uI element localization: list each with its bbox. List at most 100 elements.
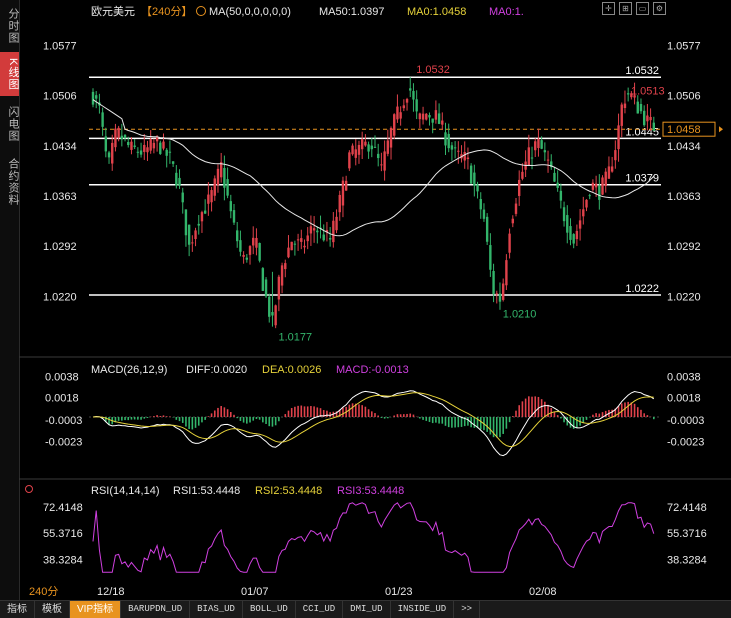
candle-body [332,220,335,243]
sidebar: 分时图 K线图闪电图合约资料 [0,0,20,600]
crosshair-icon[interactable]: ✛ [602,2,615,15]
level-label: 1.0222 [625,283,659,295]
candle-body [630,93,633,98]
macd-dea-line [92,392,654,447]
candle-body [393,114,396,136]
indicator-tab-1[interactable]: 模板 [35,601,70,618]
candle-body [434,110,438,120]
candle-body [111,142,114,164]
candle-body [566,215,569,233]
candle-body [511,218,514,224]
candle-body [594,183,598,188]
indicator-tab-9[interactable]: >> [454,601,480,618]
candle-body [569,226,572,240]
candle-body [636,101,639,114]
candle-body [203,210,207,214]
sidebar-tab-0[interactable]: 分时图 [7,8,19,44]
candle-body [479,199,482,210]
low-annotation: 1.0177 [278,332,312,344]
candle-body [171,161,175,164]
candle-body [357,144,361,155]
candle-body [354,149,357,158]
price-tick-right: 1.0434 [667,141,701,153]
candle-body [386,140,390,154]
indicator-tabbar: 指标 模板 VIP指标 BARUPDN_UD BIAS_UD BOLL_UD CCI_UD D… [0,600,731,618]
rsi-line [92,502,655,573]
candle-body [290,241,293,251]
zoom-icon[interactable]: ⊞ [619,2,632,15]
candle-body [261,268,265,291]
price-tick-right: 1.0363 [667,191,701,203]
sidebar-tab-3[interactable]: 合约资料 [7,158,19,206]
candle-body [162,141,165,149]
candle-body [527,147,531,166]
candle-body [476,184,479,192]
macd-tick-right: -0.0023 [667,437,704,449]
macd-tick-left: -0.0003 [45,415,82,427]
price-tick-right: 1.0220 [667,291,701,303]
candle-body [207,194,210,204]
candle-body [501,283,505,300]
candle-body [550,161,553,168]
macd-tick-left: -0.0023 [45,437,82,449]
candle-body [268,296,271,317]
candle-body [364,141,367,146]
candle-body [187,224,191,245]
price-tick-left: 1.0220 [43,291,77,303]
candle-body [521,171,524,179]
candle-body [139,150,143,155]
indicator-tab-4[interactable]: BIAS_UD [190,601,243,618]
indicator-tab-3[interactable]: BARUPDN_UD [121,601,191,618]
rsi-tick-left: 55.3716 [43,528,83,540]
candle-body [575,230,579,240]
candle-body [623,103,627,109]
price-tick-left: 1.0577 [43,41,77,53]
candle-body [335,216,338,231]
current-price-box [662,121,716,137]
candle-body [396,106,399,120]
date-tick: 01/07 [241,586,269,598]
period-label: 【240分】 [141,5,192,18]
candle-body [152,142,156,149]
sidebar-tab-1[interactable]: K线图 [0,52,19,96]
sidebar-tab-2[interactable]: 闪电图 [7,106,19,142]
candle-body [146,147,149,153]
candle-body [341,180,345,206]
indicator-tab-0[interactable]: 指标 [0,601,35,618]
candle-body [652,122,655,131]
indicator-tab-6[interactable]: CCI_UD [296,601,344,618]
macd-tick-right: 0.0038 [667,371,701,383]
candle-body [226,179,229,196]
candle-body [508,233,511,253]
minimize-icon[interactable]: ▭ [636,2,649,15]
rsi-tick-right: 38.3284 [667,554,707,566]
high2-annotation: 1.0513 [631,86,665,98]
low2-annotation: 1.0210 [503,308,537,320]
candle-body [348,152,351,169]
candle-body [165,149,168,156]
indicator-tab-8[interactable]: INSIDE_UD [391,601,455,618]
chart-area[interactable]: 欧元美元 【240分】 MA(50,0,0,0,0,0) MA50:1.0397 MA0… [19,0,731,600]
candle-body [309,226,313,234]
indicator-tab-7[interactable]: DMI_UD [343,601,391,618]
candle-body [338,194,341,213]
candle-body [245,257,249,260]
candle-body [489,245,492,270]
settings-icon[interactable]: ⚙ [653,2,666,15]
candle-body [219,162,223,178]
indicator-tab-2[interactable]: VIP指标 [70,601,122,618]
current-price-arrow [719,126,723,133]
candle-body [178,177,181,186]
candle-body [444,132,447,146]
price-tick-left: 1.0434 [43,141,77,153]
candle-body [296,239,300,241]
candle-body [328,238,332,240]
candle-body [646,115,649,122]
indicator-tab-5[interactable]: BOLL_UD [243,601,296,618]
candle-body [143,144,146,152]
macd-dea: DEA:0.0026 [262,364,321,376]
candle-body [303,245,306,248]
date-tick: 02/08 [529,586,557,598]
candle-body [469,165,473,184]
candle-body [402,105,406,109]
